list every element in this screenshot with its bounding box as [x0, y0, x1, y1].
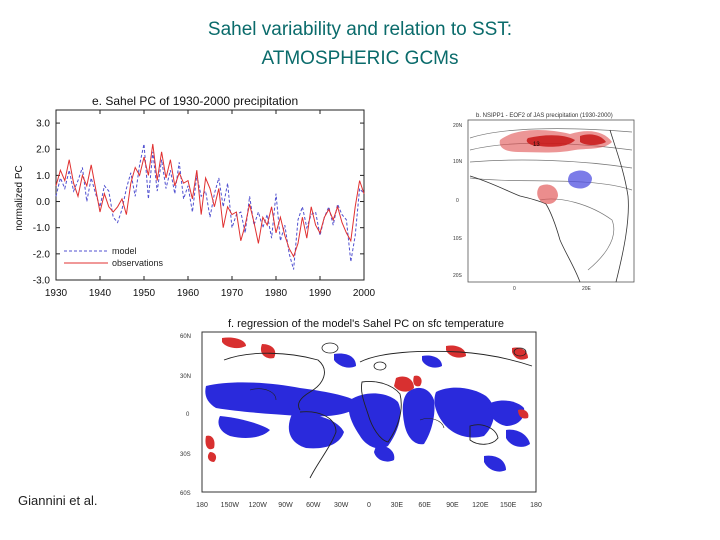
x-tick-label: 1980 [265, 288, 288, 299]
y-tick-label: 0.0 [36, 197, 50, 208]
x-tick-label: 1930 [45, 288, 68, 299]
x-tick-label: 1940 [89, 288, 112, 299]
x-tick-label: 1960 [177, 288, 200, 299]
y-tick-label: -1.0 [33, 223, 51, 234]
panel-e-ylabel: normalized PC [14, 165, 25, 231]
x-tick-label: 2000 [353, 288, 376, 299]
x-tick-label: 1950 [133, 288, 156, 299]
citation: Giannini et al. [18, 493, 98, 508]
x-tick-label: 1970 [221, 288, 244, 299]
slide-title-line2: ATMOSPHERIC GCMs [261, 48, 459, 69]
slide-title-line1: Sahel variability and relation to SST: [207, 19, 513, 40]
x-tick-label: 1990 [309, 288, 332, 299]
series-observations [55, 143, 365, 258]
y-tick-label: 2.0 [36, 145, 50, 156]
y-tick-label: 1.0 [36, 171, 50, 182]
y-tick-label: -2.0 [33, 249, 51, 260]
legend-observations-label: observations [112, 258, 164, 268]
legend-model-label: model [112, 246, 137, 256]
panel-e-title: e. Sahel PC of 1930-2000 precipitation [92, 94, 298, 108]
y-tick-label: -3.0 [33, 276, 51, 287]
series-model [55, 143, 365, 270]
y-tick-label: 3.0 [36, 119, 50, 130]
